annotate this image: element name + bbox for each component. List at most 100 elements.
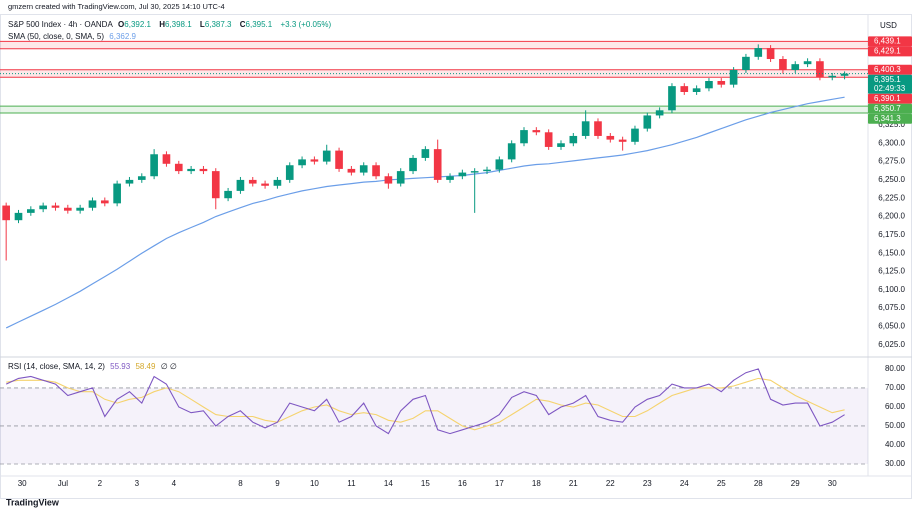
price-label-box bbox=[868, 64, 912, 75]
x-tick-label: 10 bbox=[310, 479, 319, 488]
candle-body bbox=[199, 168, 208, 172]
candle-body bbox=[248, 179, 257, 184]
candle-body bbox=[446, 176, 454, 180]
x-tick-label: 23 bbox=[643, 479, 652, 488]
rsi-line bbox=[5, 368, 845, 435]
symbol-legend: S&P 500 Index · 4h · OANDA O6,392.1 H6,3… bbox=[8, 20, 334, 29]
candle-body bbox=[705, 81, 713, 89]
y-tick-label: 6,200.0 bbox=[878, 212, 905, 221]
x-tick-label: 14 bbox=[384, 479, 393, 488]
price-label-box bbox=[868, 36, 912, 47]
candle-body bbox=[742, 56, 750, 71]
zone bbox=[0, 69, 868, 78]
candle-body bbox=[544, 132, 553, 147]
y-tick-label: 6,250.0 bbox=[878, 175, 905, 184]
candle-body bbox=[470, 171, 479, 173]
y-tick-label: 6,325.0 bbox=[878, 120, 905, 129]
candle-body bbox=[236, 179, 245, 191]
candle-body bbox=[372, 165, 380, 177]
price-label: 6,439.1 bbox=[874, 36, 901, 45]
candle-body bbox=[51, 205, 60, 208]
y-tick-label: 6,075.0 bbox=[878, 303, 905, 312]
x-tick-label: 28 bbox=[754, 479, 763, 488]
candle-body bbox=[717, 81, 726, 85]
y-tick-label: 6,300.0 bbox=[878, 138, 905, 147]
symbol: S&P 500 Index · 4h · OANDA bbox=[8, 20, 113, 29]
x-tick-label: 29 bbox=[791, 479, 800, 488]
candle-body bbox=[495, 159, 504, 170]
price-label-box bbox=[868, 103, 912, 114]
candle-body bbox=[14, 212, 23, 221]
brand: TradingView bbox=[6, 497, 60, 507]
candle-body bbox=[581, 121, 590, 136]
candle-body bbox=[162, 154, 171, 164]
candle-body bbox=[606, 135, 615, 140]
y-tick-label: 80.00 bbox=[885, 364, 906, 373]
candle-body bbox=[458, 172, 467, 177]
price-label-box bbox=[868, 113, 912, 124]
candle-body bbox=[409, 157, 417, 172]
price-label-box bbox=[868, 93, 912, 104]
x-tick-label: 16 bbox=[458, 479, 467, 488]
y-tick-label: 6,125.0 bbox=[878, 267, 905, 276]
candle-body bbox=[27, 209, 35, 213]
ohlc-value: 6,392.1 bbox=[124, 20, 151, 29]
candle-body bbox=[174, 163, 183, 172]
candle-body bbox=[39, 205, 47, 210]
y-tick-label: 70.00 bbox=[885, 383, 906, 392]
x-tick-label: 4 bbox=[172, 479, 177, 488]
change: +3.3 (+0.05%) bbox=[280, 20, 332, 29]
ohlc-value: 6,387.3 bbox=[204, 20, 232, 29]
x-tick-label: 24 bbox=[680, 479, 689, 488]
price-label: 6,429.1 bbox=[874, 46, 901, 55]
ohlc-key: H bbox=[159, 20, 165, 29]
candle-body bbox=[594, 121, 602, 136]
price-label: 6,400.3 bbox=[874, 65, 901, 74]
candle-body bbox=[298, 159, 306, 166]
x-tick-label: 21 bbox=[569, 479, 578, 488]
y-tick-label: 6,275.0 bbox=[878, 157, 905, 166]
x-tick-label: 3 bbox=[135, 479, 140, 488]
candle-body bbox=[211, 171, 220, 199]
x-tick-label: 15 bbox=[421, 479, 430, 488]
countdown: 02:49:33 bbox=[874, 84, 906, 93]
sma-name: SMA (50, close, 0, SMA, 5) bbox=[8, 32, 105, 41]
y-tick-label: 6,025.0 bbox=[878, 340, 905, 349]
candle-body bbox=[310, 159, 319, 162]
x-tick-label: 9 bbox=[275, 479, 280, 488]
candle-body bbox=[803, 61, 812, 65]
candle-body bbox=[335, 150, 343, 169]
candle-body bbox=[507, 143, 516, 160]
x-tick-label: 30 bbox=[828, 479, 837, 488]
candle-body bbox=[557, 143, 565, 147]
candle-body bbox=[729, 70, 738, 85]
candle-body bbox=[520, 130, 528, 144]
ohlc-key: L bbox=[199, 20, 205, 29]
candle-body bbox=[680, 86, 689, 92]
rsi-title: RSI (14, close, SMA, 14, 2) bbox=[8, 362, 105, 371]
x-tick-label: 25 bbox=[717, 479, 726, 488]
candle-body bbox=[692, 88, 701, 92]
x-tick-label: 8 bbox=[238, 479, 243, 488]
candle-body bbox=[359, 165, 368, 173]
candle-body bbox=[100, 200, 109, 204]
rsi-legend: RSI (14, close, SMA, 14, 2) 55.93 58.49 … bbox=[8, 362, 180, 371]
rsi-value: 55.93 bbox=[110, 362, 131, 371]
price-label-box bbox=[868, 74, 912, 94]
ohlc-value: 6,395.1 bbox=[245, 20, 273, 29]
candle-body bbox=[643, 115, 652, 129]
y-tick-label: 50.00 bbox=[885, 421, 906, 430]
candle-body bbox=[137, 176, 146, 180]
price-label: 6,350.7 bbox=[874, 104, 901, 113]
x-tick-label: 22 bbox=[606, 479, 615, 488]
candle-body bbox=[285, 165, 294, 180]
candle-body bbox=[224, 190, 232, 199]
candle-body bbox=[347, 168, 356, 173]
x-tick-label: 2 bbox=[98, 479, 103, 488]
ohlc-key: C bbox=[239, 20, 246, 29]
candle-body bbox=[816, 61, 824, 78]
candle-body bbox=[754, 48, 763, 57]
candle-body bbox=[483, 169, 491, 172]
